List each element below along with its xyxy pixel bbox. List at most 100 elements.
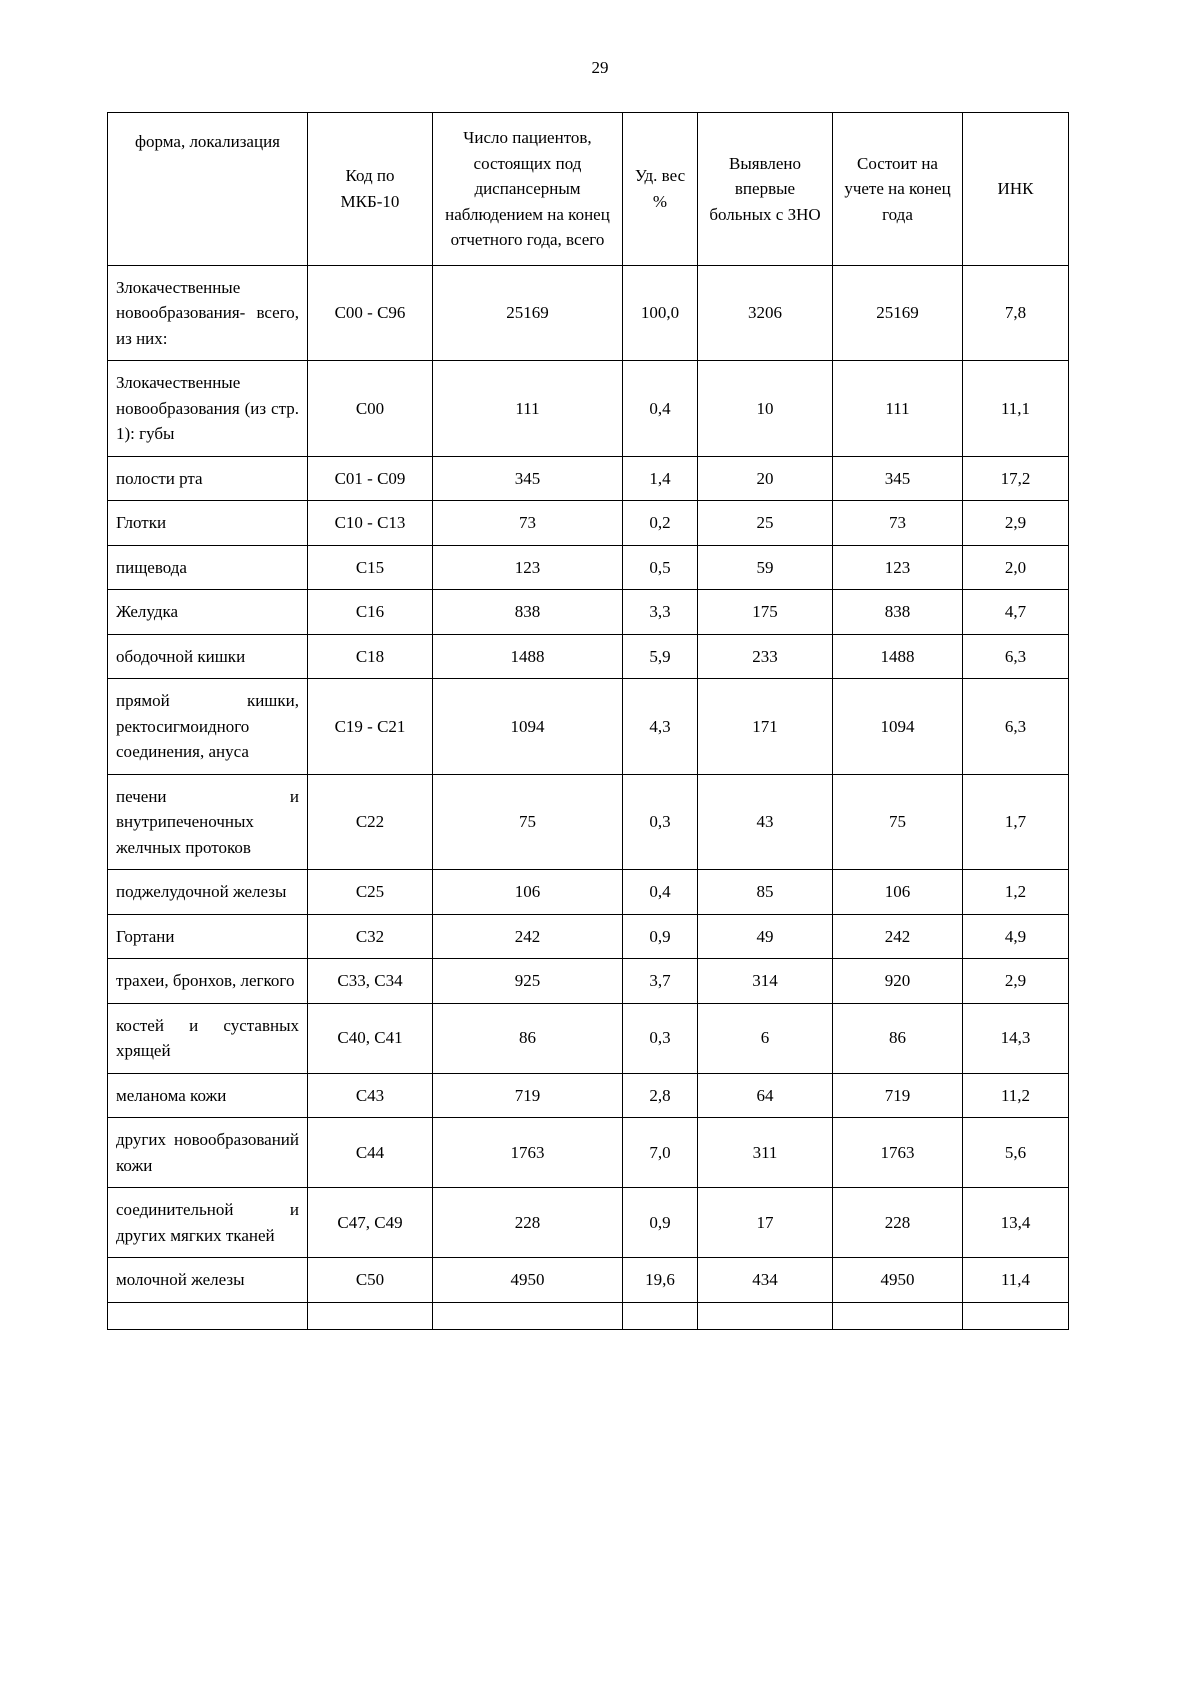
- row-value-cell: 171: [697, 678, 833, 775]
- row-value-cell: 4950: [432, 1257, 623, 1303]
- row-label-cell: меланома кожи: [107, 1072, 308, 1118]
- row-value-cell: 19,6: [622, 1257, 698, 1303]
- row-value-cell: 719: [432, 1072, 623, 1118]
- row-value-cell: C32: [307, 913, 433, 959]
- row-value-cell: C50: [307, 1257, 433, 1303]
- row-value-cell: 925: [432, 958, 623, 1004]
- row-value-cell: C22: [307, 773, 433, 870]
- row-value-cell: 228: [832, 1187, 963, 1258]
- row-value-cell: 434: [697, 1257, 833, 1303]
- row-value-cell: 1094: [432, 678, 623, 775]
- row-cutoff-cell: [307, 1301, 433, 1330]
- row-label-cell: соединительной и других мягких тканей: [107, 1187, 308, 1258]
- row-value-cell: C25: [307, 869, 433, 915]
- row-value-cell: C00: [307, 360, 433, 457]
- row-value-cell: 345: [832, 455, 963, 501]
- row-value-cell: 0,2: [622, 500, 698, 546]
- row-value-cell: 2,8: [622, 1072, 698, 1118]
- table-row: Злокачественные новообразования- всего, …: [107, 264, 1069, 361]
- row-value-cell: 64: [697, 1072, 833, 1118]
- row-value-cell: 14,3: [962, 1002, 1069, 1074]
- row-value-cell: 228: [432, 1187, 623, 1258]
- row-value-cell: 920: [832, 958, 963, 1004]
- row-value-cell: 86: [832, 1002, 963, 1074]
- row-value-cell: 175: [697, 589, 833, 635]
- header-cell: Уд. вес %: [622, 112, 698, 266]
- row-label-cell: ободочной кишки: [107, 633, 308, 679]
- row-cutoff-cell: [832, 1301, 963, 1330]
- row-value-cell: 1763: [832, 1117, 963, 1188]
- row-value-cell: C33, C34: [307, 958, 433, 1004]
- row-value-cell: C40, C41: [307, 1002, 433, 1074]
- row-value-cell: 5,9: [622, 633, 698, 679]
- row-value-cell: 345: [432, 455, 623, 501]
- row-value-cell: 0,5: [622, 544, 698, 590]
- table-row-cutoff: [107, 1301, 1069, 1330]
- row-value-cell: 0,4: [622, 869, 698, 915]
- row-value-cell: 123: [832, 544, 963, 590]
- row-value-cell: 49: [697, 913, 833, 959]
- page-number: 29: [591, 58, 609, 77]
- row-value-cell: 7,8: [962, 264, 1069, 361]
- row-value-cell: 7,0: [622, 1117, 698, 1188]
- row-value-cell: 11,2: [962, 1072, 1069, 1118]
- row-label-cell: молочной железы: [107, 1257, 308, 1303]
- row-value-cell: 3,7: [622, 958, 698, 1004]
- table-body: Злокачественные новообразования- всего, …: [107, 264, 1069, 1330]
- table-row: других новообразований кожи C44 1763 7,0 311…: [107, 1117, 1069, 1188]
- row-value-cell: 242: [832, 913, 963, 959]
- row-value-cell: 59: [697, 544, 833, 590]
- row-value-cell: 1488: [832, 633, 963, 679]
- row-label-cell: пищевода: [107, 544, 308, 590]
- table-row: Желудка C16 838 3,3 175 838 4,7: [107, 589, 1069, 635]
- row-value-cell: 25: [697, 500, 833, 546]
- row-value-cell: 6,3: [962, 678, 1069, 775]
- table-row: полости рта C01 - C09 345 1,4 20 345 17,2: [107, 455, 1069, 501]
- row-value-cell: 11,1: [962, 360, 1069, 457]
- row-value-cell: 25169: [832, 264, 963, 361]
- table-header: форма, локализация Код по МКБ-10 Число пац…: [107, 112, 1069, 266]
- row-value-cell: 1094: [832, 678, 963, 775]
- row-value-cell: C15: [307, 544, 433, 590]
- row-value-cell: 0,4: [622, 360, 698, 457]
- row-value-cell: 3,3: [622, 589, 698, 635]
- table-row: поджелудочной железы C25 106 0,4 85 106 1,2: [107, 869, 1069, 915]
- row-value-cell: 0,9: [622, 1187, 698, 1258]
- row-label-cell: Желудка: [107, 589, 308, 635]
- cancer-statistics-table: форма, локализация Код по МКБ-10 Число пац…: [107, 112, 1069, 1330]
- row-value-cell: 123: [432, 544, 623, 590]
- row-value-cell: 2,9: [962, 500, 1069, 546]
- header-cell: Состоит на учете на конец года: [832, 112, 963, 266]
- row-label-cell: других новообразований кожи: [107, 1117, 308, 1188]
- row-value-cell: 106: [832, 869, 963, 915]
- table-row: молочной железы C50 4950 19,6 434 4950 11,4: [107, 1257, 1069, 1303]
- header-cell: Число пациентов, состоящих под диспансер…: [432, 112, 623, 266]
- row-value-cell: 11,4: [962, 1257, 1069, 1303]
- row-value-cell: 314: [697, 958, 833, 1004]
- row-value-cell: C19 - C21: [307, 678, 433, 775]
- row-value-cell: 1763: [432, 1117, 623, 1188]
- row-label-cell: Гортани: [107, 913, 308, 959]
- header-cell: форма, локализация: [107, 112, 308, 266]
- table-row: соединительной и других мягких тканей C47…: [107, 1187, 1069, 1258]
- row-value-cell: 6: [697, 1002, 833, 1074]
- row-value-cell: C01 - C09: [307, 455, 433, 501]
- header-cell: Код по МКБ-10: [307, 112, 433, 266]
- row-value-cell: C47, C49: [307, 1187, 433, 1258]
- row-value-cell: 20: [697, 455, 833, 501]
- row-value-cell: 0,9: [622, 913, 698, 959]
- row-value-cell: 311: [697, 1117, 833, 1188]
- row-cutoff-cell: [432, 1301, 623, 1330]
- row-value-cell: 1488: [432, 633, 623, 679]
- table-row: ободочной кишки C18 1488 5,9 233 1488 6,3: [107, 633, 1069, 679]
- header-cell: ИНК: [962, 112, 1069, 266]
- row-label-cell: трахеи, бронхов, легкого: [107, 958, 308, 1004]
- row-value-cell: C10 - C13: [307, 500, 433, 546]
- row-label-cell: Глотки: [107, 500, 308, 546]
- row-value-cell: C00 - C96: [307, 264, 433, 361]
- row-cutoff-cell: [107, 1301, 308, 1330]
- row-value-cell: 2,9: [962, 958, 1069, 1004]
- row-value-cell: 1,4: [622, 455, 698, 501]
- row-value-cell: 4,3: [622, 678, 698, 775]
- table-row: Злокачественные новообразования (из стр.…: [107, 360, 1069, 457]
